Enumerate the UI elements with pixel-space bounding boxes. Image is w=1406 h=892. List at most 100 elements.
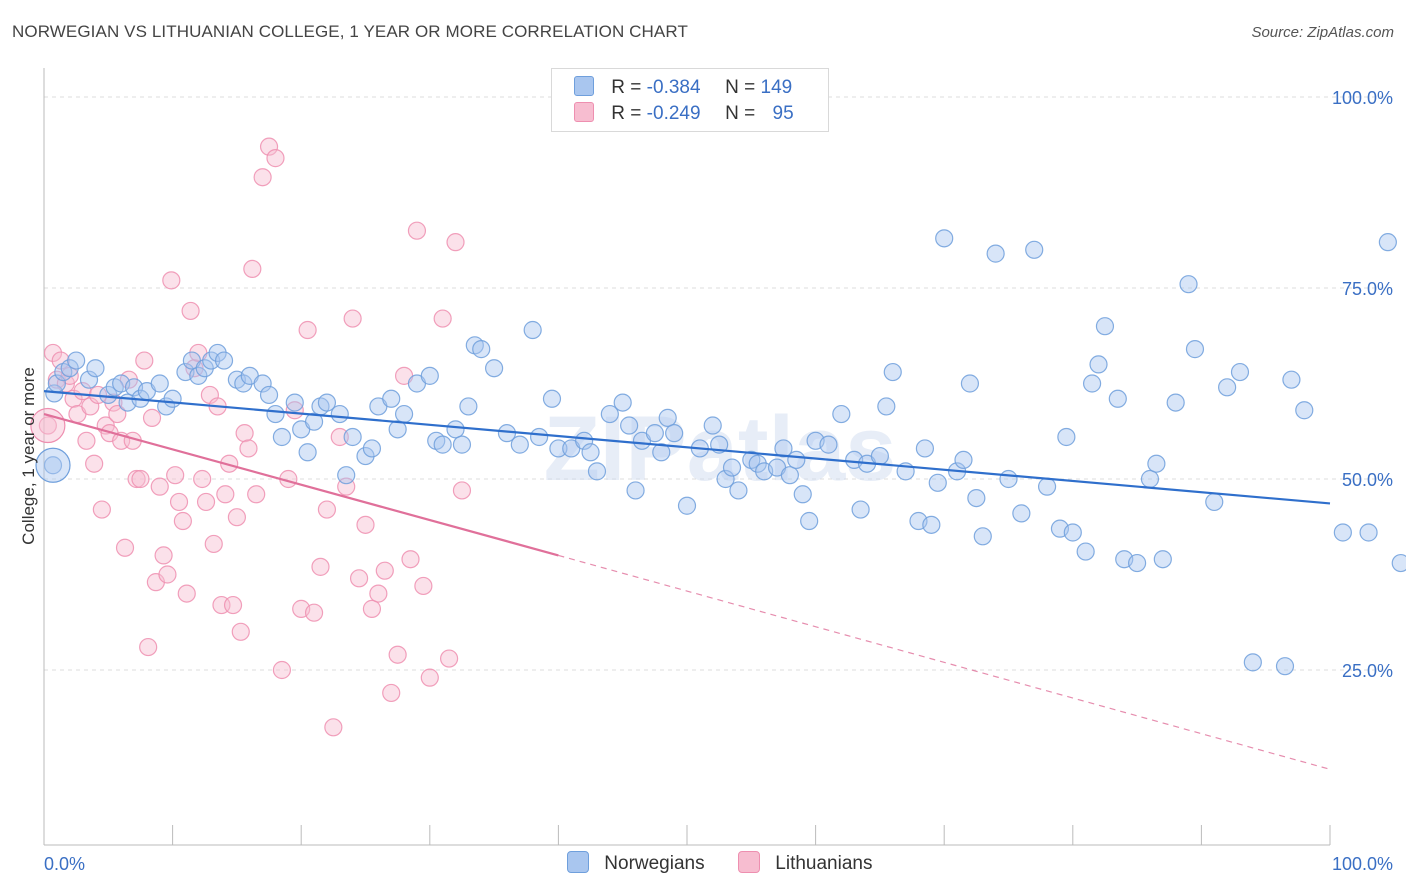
- lithuanian-point: [43, 343, 63, 363]
- norwegian-point: [703, 416, 722, 435]
- norwegian-point: [973, 527, 992, 546]
- norwegian-point: [819, 435, 838, 454]
- lithuanian-point: [382, 683, 401, 703]
- chart-title: NORWEGIAN VS LITHUANIAN COLLEGE, 1 YEAR …: [12, 22, 688, 41]
- norwegian-point: [967, 489, 986, 508]
- norwegian-point: [79, 370, 99, 389]
- norwegian-point: [1282, 370, 1301, 389]
- norwegian-point: [658, 408, 677, 427]
- axes: [43, 68, 1331, 846]
- norwegian-point: [1333, 523, 1352, 542]
- norwegian-point: [883, 362, 902, 382]
- norwegian-point: [954, 450, 973, 469]
- lithuanian-trend-extension: [558, 554, 1331, 770]
- norwegian-point: [1076, 542, 1095, 561]
- norwegian-point: [1012, 504, 1031, 523]
- norwegian-point: [1153, 550, 1172, 569]
- legend-r-value: -0.384: [646, 77, 701, 98]
- norwegian-point: [253, 374, 272, 393]
- lithuanian-point: [330, 427, 349, 447]
- lithuanian-point: [139, 637, 158, 657]
- lithuanian-point: [304, 603, 324, 622]
- norwegian-point: [677, 496, 697, 515]
- norwegian-point: [382, 389, 401, 408]
- y-tick-label: 25.0%: [1342, 661, 1393, 681]
- lithuanian-point: [92, 500, 111, 519]
- norwegian-point: [1057, 427, 1076, 447]
- lithuanian-point: [142, 408, 162, 427]
- norwegian-point: [214, 351, 234, 370]
- norwegian-point: [452, 435, 472, 454]
- x-tick-label-min: 0.0%: [44, 854, 85, 874]
- bottom-legend-norwegians: Norwegians: [567, 851, 705, 875]
- legend-r-label: R =: [611, 77, 642, 98]
- lithuanian-point: [193, 469, 212, 489]
- lithuanian-point: [317, 500, 337, 519]
- norwegian-point: [1359, 523, 1378, 542]
- norwegian-point: [999, 469, 1018, 489]
- chart-source: Source: ZipAtlas.com: [1251, 24, 1394, 41]
- lithuanian-trend-line: [43, 412, 559, 557]
- lithuanian-point: [388, 645, 407, 664]
- norwegian-point: [343, 427, 362, 447]
- lithuanian-legend-swatch: [738, 851, 760, 873]
- norwegian-point: [1218, 378, 1237, 397]
- norwegian-point: [620, 416, 639, 435]
- norwegian-point: [388, 420, 407, 439]
- grid: [44, 96, 1392, 671]
- norwegian-point: [208, 343, 227, 363]
- lithuanian-point: [223, 595, 243, 615]
- legend-r-value: -0.249: [646, 103, 701, 124]
- lithuanian-point: [77, 431, 96, 450]
- norwegian-point: [1185, 340, 1205, 359]
- norwegian-point: [317, 393, 337, 412]
- norwegian-point: [67, 351, 86, 370]
- norwegian-point: [330, 404, 349, 424]
- y-tick-label: 75.0%: [1342, 279, 1393, 299]
- norwegian-point: [202, 351, 221, 370]
- norwegian-point: [150, 374, 169, 393]
- norwegian-point: [259, 385, 279, 405]
- norwegian-trend-line: [43, 390, 1331, 505]
- norwegian-point: [60, 359, 79, 378]
- legend-row-norwegians: R = -0.384 N = 149: [574, 76, 792, 100]
- lithuanian-point: [414, 576, 433, 596]
- lithuanian-point: [115, 538, 135, 557]
- norwegian-point: [793, 485, 812, 504]
- lithuanian-point: [375, 561, 394, 580]
- norwegian-point: [234, 374, 253, 393]
- norwegian-point: [600, 404, 619, 424]
- lithuanian-point: [239, 439, 258, 458]
- lithuanian-point: [362, 599, 382, 618]
- norwegian-point: [748, 454, 767, 473]
- lithuanian-point: [324, 718, 343, 737]
- lithuanian-point: [127, 469, 146, 489]
- norwegian-legend-swatch: [567, 851, 589, 873]
- norwegian-point: [832, 404, 851, 424]
- lithuanian-point: [150, 477, 169, 496]
- norwegian-point: [459, 397, 478, 416]
- norwegian-point: [1378, 233, 1397, 252]
- norwegian-point: [1127, 553, 1147, 573]
- norwegian-point: [1140, 469, 1160, 489]
- norwegian-point: [928, 473, 947, 492]
- norwegian-point: [587, 462, 607, 481]
- norwegian-point: [485, 359, 504, 378]
- legend-n-value: 95: [772, 103, 794, 124]
- norwegian-point: [523, 320, 542, 340]
- lithuanian-point: [131, 469, 150, 489]
- norwegian-point: [652, 443, 671, 462]
- watermark: ZIPatlas: [544, 398, 897, 500]
- norwegian-point: [1391, 553, 1406, 573]
- norwegian-point: [787, 450, 806, 469]
- norwegian-point: [43, 456, 63, 475]
- lithuanian-point: [446, 233, 465, 252]
- norwegian-point: [645, 424, 664, 443]
- norwegian-point: [189, 366, 208, 385]
- lithuanian-point: [259, 137, 279, 156]
- lithuanian-point: [407, 221, 427, 240]
- bottom-legend-lithuanians: Lithuanians: [738, 851, 872, 875]
- lithuanian-point: [272, 660, 292, 680]
- norwegian-point: [549, 439, 568, 458]
- norwegian-point: [1025, 240, 1044, 259]
